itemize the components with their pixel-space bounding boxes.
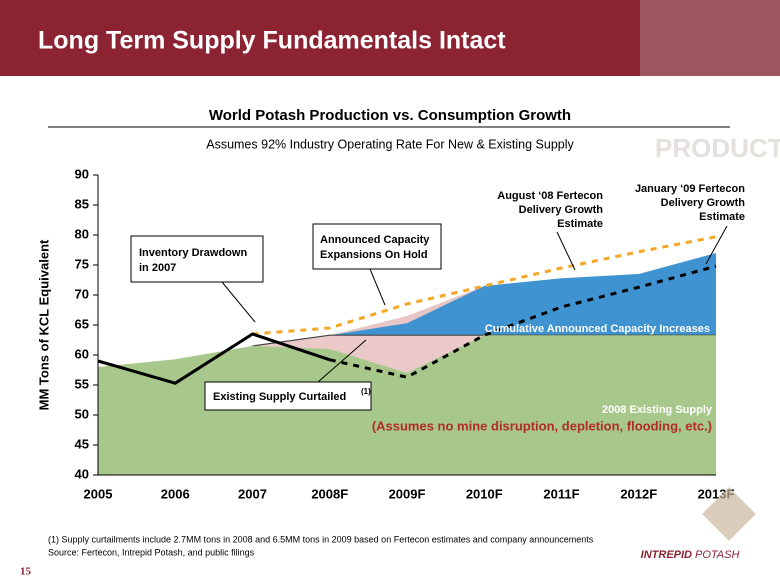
annotation: Delivery Growth [661,197,746,209]
decor-text: PRODUCTS [655,133,780,163]
annotations: Inventory Drawdown in 2007 Announced Cap… [130,183,746,433]
footnote: (1) Supply curtailments include 2.7MM to… [48,534,594,544]
annotation: Delivery Growth [519,204,604,216]
arrow [221,281,256,323]
line [97,332,331,385]
annotation: January ‘09 Fertecon [635,183,745,195]
line [252,235,717,336]
y-tick-label: 60 [75,346,89,361]
area [98,335,716,475]
annotation: in 2007 [139,262,176,274]
chart-title: World Potash Production vs. Consumption … [209,107,571,124]
x-tick-label: 2010F [466,486,503,501]
logo-text: POTASH [695,549,739,561]
y-tick-label: 65 [75,316,89,331]
x-tick-label: 2009F [389,486,426,501]
logo-text: INTREPID [641,549,692,561]
annotation: Inventory Drawdown [139,247,247,259]
annotation: Estimate [557,218,603,230]
x-tick-label: 2007 [238,486,267,501]
y-tick-label: 55 [75,376,89,391]
arrow [556,231,576,271]
line [329,264,717,379]
slide-title: Long Term Supply Fundamentals Intact [38,27,506,55]
y-axis-label: MM Tons of KCL Equivalent [36,239,51,410]
annotation: Expansions On Hold [320,249,428,261]
x-tick-label: 2011F [543,486,579,501]
x-tick-label: 2005 [84,486,113,501]
annotation: Announced Capacity [320,234,430,246]
annotation: August ‘08 Fertecon [497,190,603,202]
annotation: Estimate [699,211,745,223]
arrow [317,339,367,383]
y-tick-label: 75 [75,256,89,271]
page-number: 15 [20,566,32,578]
arrow [369,268,386,306]
annotation-box [312,223,442,270]
x-tick-label: 2012F [620,486,657,501]
annotation: (1) [361,387,371,396]
annotation: (Assumes no mine disruption, depletion, … [372,418,712,433]
annotation: Cumulative Announced Capacity Increases [485,323,710,335]
x-tick-label: 2008F [311,486,348,501]
annotation-box [204,381,372,411]
source: Source: Fertecon, Intrepid Potash, and p… [48,547,255,557]
y-tick-label: 45 [75,436,89,451]
arrow [705,225,728,265]
y-tick-label: 50 [75,406,89,421]
y-tick-label: 70 [75,286,89,301]
annotation: 2008 Existing Supply [602,404,713,416]
y-tick-label: 90 [75,166,89,181]
annotation-box [130,235,264,283]
x-tick-label: 2006 [161,486,190,501]
chart-subtitle: Assumes 92% Industry Operating Rate For … [206,137,574,151]
y-tick-label: 40 [75,466,89,481]
header-image [640,0,780,76]
y-tick-label: 85 [75,196,89,211]
annotation: Existing Supply Curtailed [213,391,346,403]
y-tick-label: 80 [75,226,89,241]
